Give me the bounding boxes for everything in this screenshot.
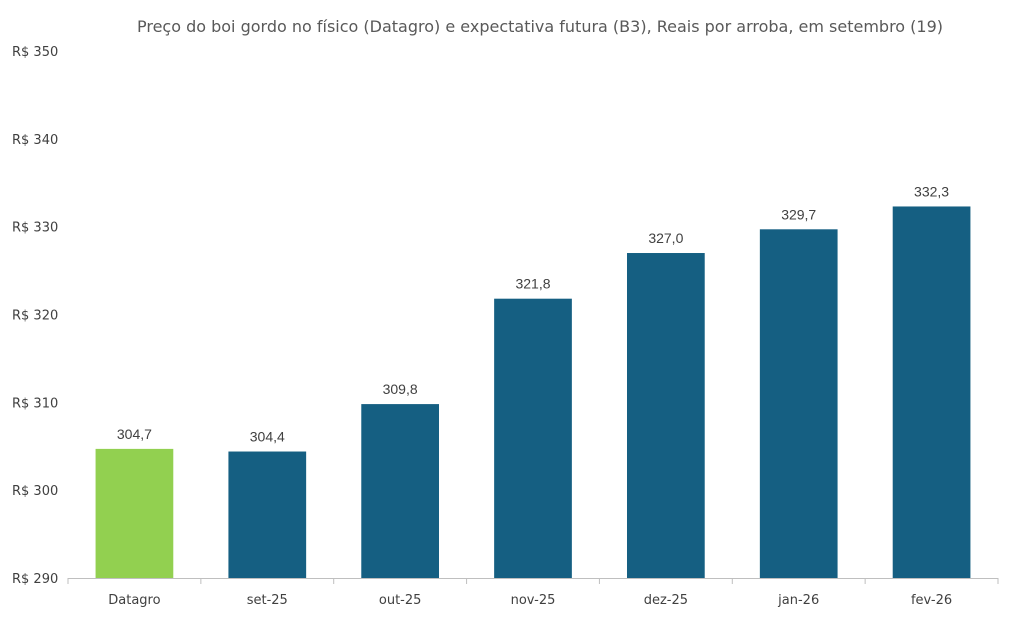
chart-title: Preço do boi gordo no físico (Datagro) e…	[137, 17, 943, 36]
y-tick-label: R$ 290	[12, 572, 58, 587]
data-label: 327,0	[648, 230, 683, 246]
x-tick-label: dez-25	[644, 593, 688, 608]
data-label: 329,7	[781, 206, 816, 222]
y-tick-label: R$ 300	[12, 484, 58, 499]
bar-nov-25	[494, 298, 572, 578]
data-label: 304,4	[250, 429, 285, 445]
y-tick-label: R$ 320	[12, 309, 58, 324]
x-tick-label: fev-26	[911, 593, 952, 608]
bar-out-25	[361, 404, 440, 578]
x-axis-ticks	[67, 578, 999, 584]
bars	[95, 206, 971, 578]
x-tick-label: jan-26	[777, 593, 819, 608]
data-label: 309,8	[383, 381, 418, 397]
x-tick-label: Datagro	[108, 593, 160, 608]
bar-jan-26	[759, 229, 838, 578]
y-tick-label: R$ 350	[12, 45, 58, 60]
x-tick-label: out-25	[379, 593, 422, 608]
x-axis-labels: Datagro set-25 out-25 nov-25 dez-25 jan-26 fev…	[108, 593, 952, 608]
bar-set-25	[228, 451, 307, 578]
bar-datagro	[95, 448, 174, 578]
x-tick-label: nov-25	[511, 593, 556, 608]
y-tick-label: R$ 330	[12, 221, 58, 236]
data-label: 332,3	[914, 183, 949, 199]
y-tick-label: R$ 340	[12, 133, 58, 148]
y-axis: R$ 290 R$ 300 R$ 310 R$ 320 R$ 330 R$ 340 R$ 3…	[12, 45, 58, 587]
data-labels: 304,7 304,4 309,8 321,8 327,0 329,7 332,3	[117, 183, 949, 444]
bar-dez-25	[626, 253, 705, 578]
y-tick-label: R$ 310	[12, 396, 58, 411]
data-label: 321,8	[515, 276, 550, 292]
data-label: 304,7	[117, 426, 152, 442]
x-tick-label: set-25	[247, 593, 288, 608]
bar-fev-26	[892, 206, 971, 578]
